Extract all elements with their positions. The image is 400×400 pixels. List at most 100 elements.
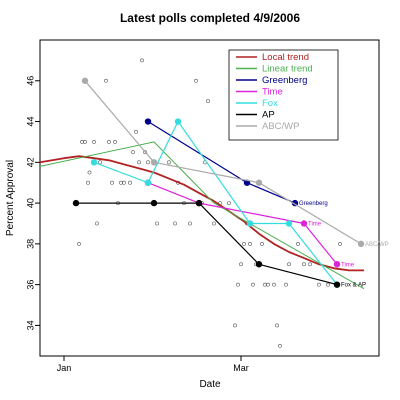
x-tick-label: Jan — [57, 363, 72, 373]
scatter-point — [227, 201, 231, 205]
x-axis: Jan Mar — [57, 356, 249, 373]
scatter-point — [173, 221, 177, 226]
scatter-point — [308, 262, 312, 267]
series-end-label-abc-wp: ABC/WP — [365, 242, 389, 248]
scatter-point — [338, 241, 342, 246]
legend-label-fox: Fox — [262, 98, 278, 109]
series-line-local-trend — [39, 155, 364, 272]
plot-area — [39, 39, 380, 357]
chart-title: Latest polls completed 4/9/2006 — [120, 11, 300, 25]
legend-label-time: Time — [262, 87, 283, 98]
scatter-point — [113, 140, 117, 144]
scatter-points — [77, 58, 342, 348]
scatter-point — [233, 323, 237, 328]
scatter-point — [98, 160, 102, 165]
y-tick-label: 34 — [25, 320, 35, 330]
scatter-point — [272, 282, 276, 287]
y-tick-label: 42 — [25, 157, 35, 167]
legend-label-ap: AP — [262, 110, 275, 121]
series-marker-ap — [150, 199, 158, 207]
x-axis-label: Date — [199, 379, 221, 390]
scatter-point — [212, 221, 216, 226]
scatter-point — [128, 180, 132, 185]
scatter-point — [248, 241, 252, 246]
scatter-point — [287, 262, 291, 267]
scatter-point — [296, 241, 300, 246]
scatter-point — [239, 262, 243, 267]
scatter-point — [317, 282, 321, 287]
scatter-point — [92, 140, 96, 144]
legend-label-abc-wp: ABC/WP — [262, 121, 299, 132]
scatter-point — [107, 140, 111, 144]
legend-label-linear-trend: Linear trend — [262, 64, 313, 75]
series-marker-fox — [285, 220, 293, 227]
legend-box — [228, 49, 339, 141]
series-marker-time — [333, 261, 341, 268]
series-marker-abc-wp — [255, 179, 263, 186]
scatter-point — [284, 282, 288, 287]
scatter-point — [83, 140, 87, 144]
scatter-point — [242, 241, 246, 246]
scatter-point — [194, 78, 198, 83]
series-line-fox — [93, 120, 338, 285]
series-line-time — [147, 182, 338, 265]
scatter-point — [260, 241, 264, 246]
series-end-label-fox: Fox & AP — [341, 283, 366, 289]
series-marker-fox — [174, 118, 182, 125]
scatter-point — [143, 150, 147, 155]
series-line-linear-trend — [39, 141, 365, 290]
scatter-point — [266, 282, 270, 287]
y-tick-label: 40 — [25, 198, 35, 208]
series-end-label-greenberg: Greenberg — [299, 201, 328, 207]
series-marker-greenberg — [144, 118, 152, 125]
series-marker-fox — [144, 179, 152, 186]
y-tick-label: 38 — [25, 239, 35, 249]
scatter-point — [86, 180, 90, 185]
scatter-point — [131, 150, 135, 155]
scatter-point — [167, 160, 171, 165]
scatter-point — [122, 180, 126, 185]
scatter-point — [134, 129, 138, 134]
legend-label-greenberg: Greenberg — [262, 75, 307, 86]
series-end-label-time: Time — [341, 262, 355, 268]
series-point-label-time: Time — [308, 221, 322, 227]
scatter-point — [87, 170, 92, 175]
series-marker-ap — [333, 281, 341, 288]
x-tick-label: Mar — [233, 363, 249, 373]
scatter-point — [137, 160, 141, 165]
series-marker-time — [300, 220, 308, 227]
scatter-point — [95, 221, 99, 226]
series-marker-abc-wp — [150, 159, 158, 166]
series-marker-ap — [195, 199, 203, 207]
series-line-abc-wp — [84, 80, 362, 245]
series-marker-abc-wp — [357, 240, 365, 248]
series-marker-ap — [72, 199, 80, 207]
scatter-point — [236, 282, 240, 287]
series-marker-fox — [90, 159, 98, 166]
scatter-point — [104, 78, 108, 83]
scatter-point — [77, 241, 81, 246]
scatter-point — [155, 221, 159, 226]
scatter-point — [146, 160, 150, 165]
scatter-point — [206, 99, 210, 104]
series-marker-fox — [246, 220, 254, 227]
y-axis-label: Percent Approval — [5, 160, 16, 236]
scatter-point — [110, 180, 114, 185]
y-tick-label: 44 — [25, 117, 35, 127]
scatter-point — [140, 58, 144, 63]
y-axis: 34 36 38 40 42 44 46 — [25, 76, 40, 330]
legend-label-local-trend: Local trend — [262, 52, 309, 63]
scatter-point — [302, 262, 306, 267]
scatter-point — [251, 282, 255, 287]
scatter-point — [278, 343, 282, 348]
scatter-point — [188, 221, 192, 226]
series-marker-ap — [255, 261, 263, 268]
scatter-point — [275, 323, 279, 328]
y-tick-label: 46 — [25, 76, 35, 86]
scatter-point — [326, 282, 330, 287]
y-tick-label: 36 — [25, 280, 35, 290]
